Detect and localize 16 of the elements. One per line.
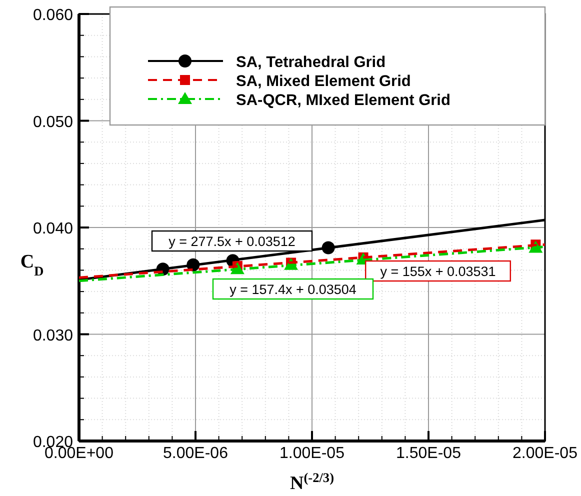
x-tick-label: 1.50E-05 — [396, 445, 462, 462]
legend-label: SA, Tetrahedral Grid — [236, 54, 386, 71]
x-axis-title: N$^{(-2/3)}$ — [290, 470, 334, 494]
y-tick-label: 0.060 — [32, 7, 74, 24]
legend-label: SA-QCR, MIxed Element Grid — [236, 92, 450, 109]
annotation: y = 157.4x + 0.03504 — [230, 282, 357, 297]
x-tick-label: 2.00E-05 — [512, 445, 578, 462]
y-tick-label: 0.030 — [32, 327, 74, 344]
y-axis-title: C$_{D}$ — [20, 252, 44, 278]
legend-label: SA, Mixed Element Grid — [236, 73, 411, 90]
y-tick-label: 0.050 — [32, 114, 74, 131]
annotation: y = 277.5x + 0.03512 — [168, 234, 296, 249]
y-tick-label: 0.040 — [32, 220, 74, 238]
x-tick-label: 5.00E-06 — [163, 445, 228, 462]
annotation: y = 155x + 0.03531 — [380, 264, 496, 279]
x-tick-label: 1.00E-05 — [280, 445, 345, 462]
